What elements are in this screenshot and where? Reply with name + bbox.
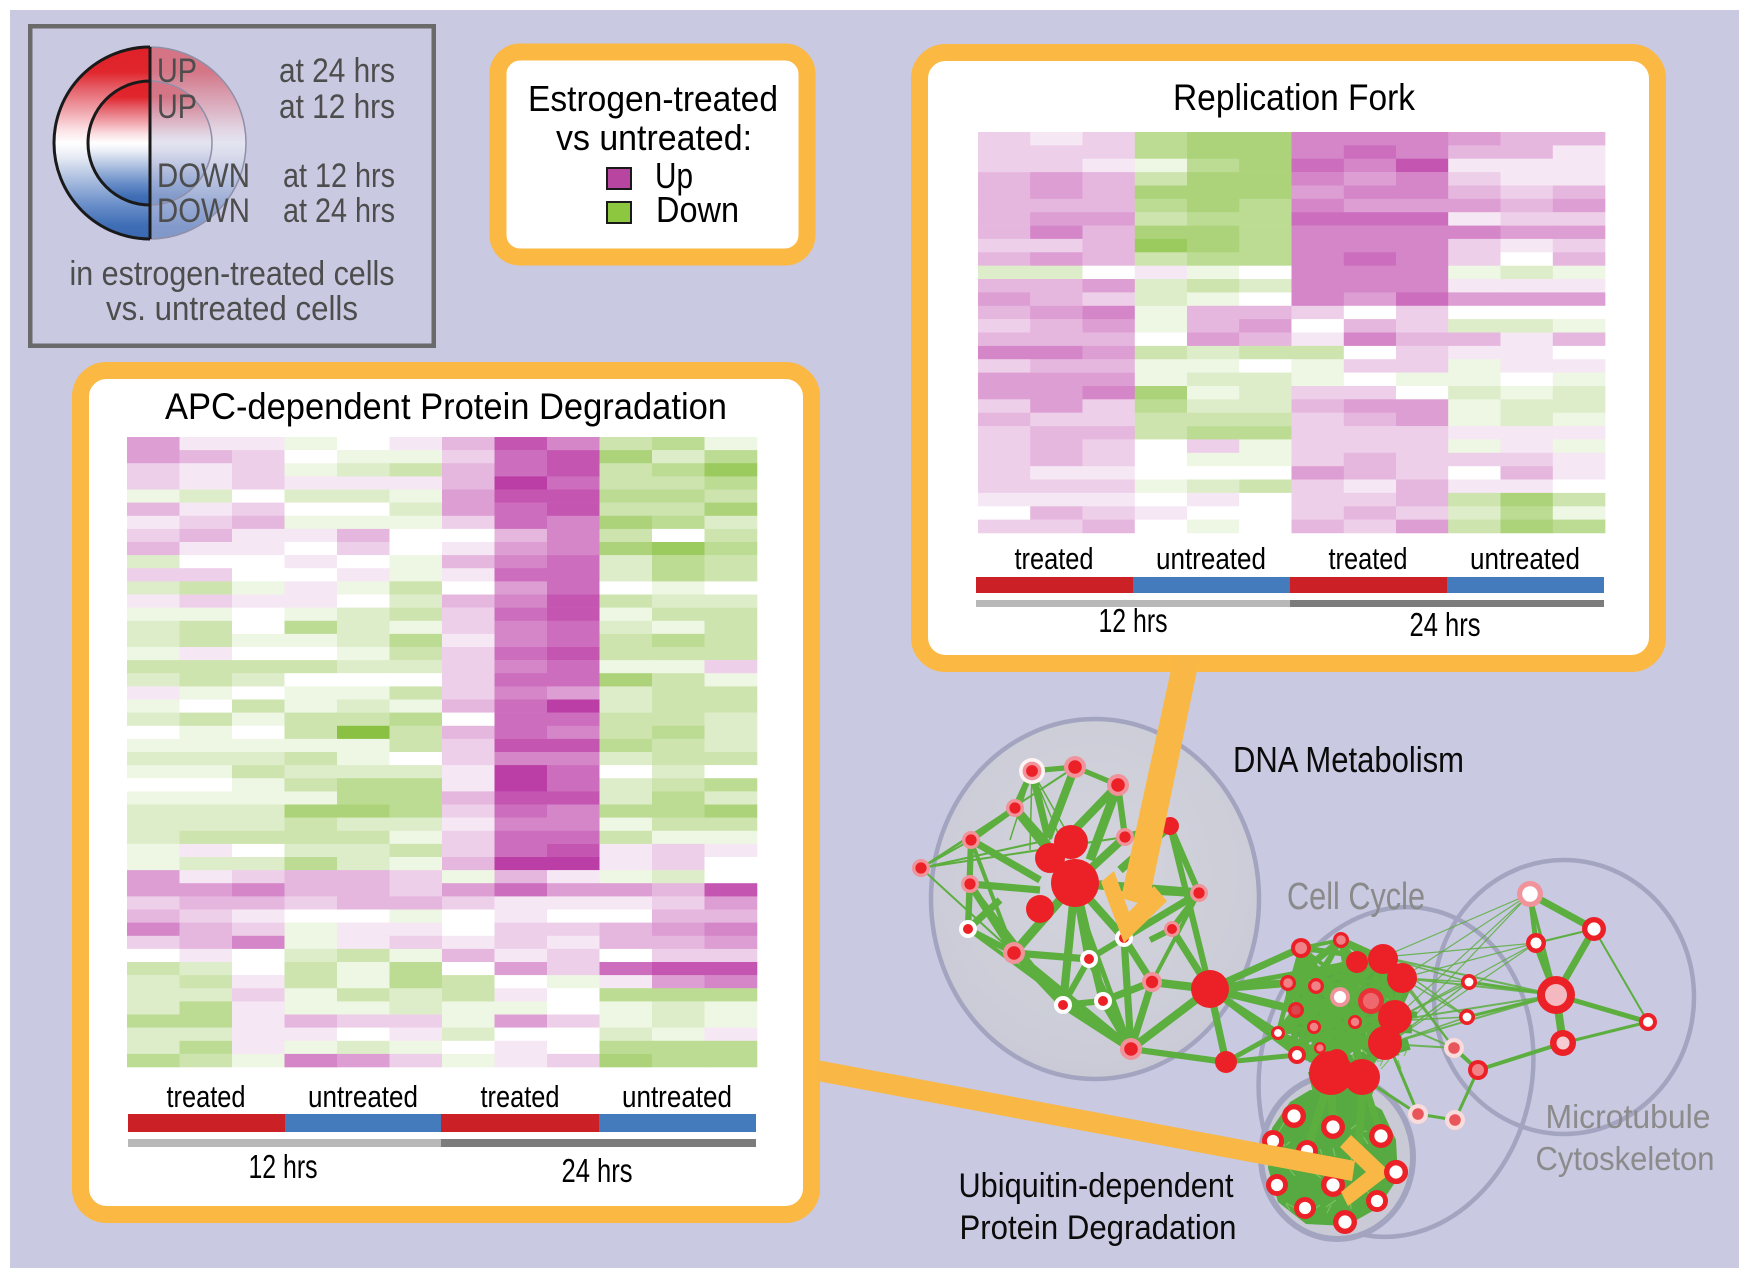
- svg-text:Down: Down: [656, 189, 739, 230]
- svg-text:in estrogen-treated cells: in estrogen-treated cells: [70, 255, 395, 293]
- svg-text:12 hrs: 12 hrs: [249, 1148, 318, 1185]
- svg-text:DOWN: DOWN: [157, 192, 250, 230]
- svg-text:untreated: untreated: [1470, 541, 1580, 576]
- svg-text:treated: treated: [481, 1079, 560, 1114]
- svg-text:at 24 hrs: at 24 hrs: [279, 52, 395, 90]
- svg-text:at 12 hrs: at 12 hrs: [279, 88, 395, 126]
- svg-text:UP: UP: [157, 88, 197, 126]
- svg-text:Microtubule: Microtubule: [1546, 1098, 1711, 1135]
- svg-text:12 hrs: 12 hrs: [1099, 602, 1168, 639]
- svg-text:untreated: untreated: [622, 1079, 732, 1114]
- svg-text:UP: UP: [157, 52, 197, 90]
- svg-text:24 hrs: 24 hrs: [1410, 606, 1481, 643]
- svg-text:vs. untreated cells: vs. untreated cells: [106, 290, 358, 328]
- svg-text:Up: Up: [655, 155, 693, 196]
- svg-text:Estrogen-treated: Estrogen-treated: [528, 78, 778, 119]
- svg-text:treated: treated: [1015, 541, 1094, 576]
- svg-text:24 hrs: 24 hrs: [562, 1152, 633, 1189]
- svg-text:DNA Metabolism: DNA Metabolism: [1233, 739, 1464, 780]
- svg-text:untreated: untreated: [1156, 541, 1266, 576]
- svg-text:Cell Cycle: Cell Cycle: [1287, 876, 1425, 918]
- svg-text:APC-dependent Protein Degradat: APC-dependent Protein Degradation: [165, 386, 727, 427]
- svg-text:Protein Degradation: Protein Degradation: [960, 1209, 1237, 1247]
- svg-text:vs untreated:: vs untreated:: [556, 117, 752, 158]
- svg-text:treated: treated: [1329, 541, 1408, 576]
- svg-text:treated: treated: [167, 1079, 246, 1114]
- svg-text:Ubiquitin-dependent: Ubiquitin-dependent: [959, 1167, 1234, 1205]
- svg-text:untreated: untreated: [308, 1079, 418, 1114]
- svg-text:Replication Fork: Replication Fork: [1173, 77, 1415, 118]
- svg-text:at 24 hrs: at 24 hrs: [283, 192, 395, 230]
- svg-text:DOWN: DOWN: [157, 157, 250, 195]
- svg-text:Cytoskeleton: Cytoskeleton: [1536, 1140, 1715, 1177]
- svg-text:at 12 hrs: at 12 hrs: [283, 157, 395, 195]
